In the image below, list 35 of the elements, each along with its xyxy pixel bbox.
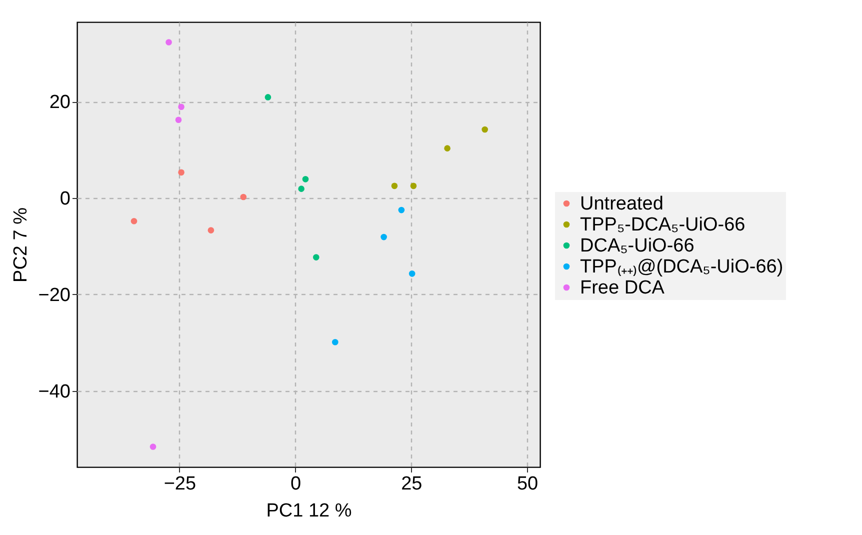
point bbox=[410, 182, 417, 190]
y-tick-label: 20 bbox=[49, 92, 70, 114]
point bbox=[298, 186, 304, 192]
legend-label: Free DCA bbox=[580, 278, 665, 298]
y-tick-label: −20 bbox=[38, 284, 70, 306]
x-tick-label: 50 bbox=[516, 474, 538, 494]
point bbox=[332, 338, 338, 346]
point bbox=[178, 104, 184, 110]
legend-label: TPP₅-DCA₅-UiO-66 bbox=[580, 214, 746, 236]
point bbox=[312, 254, 320, 260]
x-tick-label: −25 bbox=[164, 474, 196, 494]
point bbox=[264, 94, 272, 100]
point bbox=[408, 270, 416, 277]
point bbox=[302, 176, 309, 182]
y-axis-title: PC2 7 % bbox=[10, 207, 32, 282]
legend-label: DCA₅-UiO-66 bbox=[580, 236, 694, 256]
legend-label: Untreated bbox=[580, 194, 664, 214]
x-axis-title: PC1 12 % bbox=[266, 500, 352, 522]
legend-label: TPP₍₊₊₎@(DCA₅-UiO-66) bbox=[580, 256, 784, 278]
point bbox=[166, 39, 172, 46]
point bbox=[444, 145, 450, 152]
x-tick-label: 25 bbox=[401, 474, 422, 494]
y-tick-label: −40 bbox=[38, 381, 70, 402]
point bbox=[482, 126, 488, 133]
point bbox=[150, 444, 156, 450]
point bbox=[391, 182, 398, 190]
point bbox=[175, 116, 182, 124]
point bbox=[130, 218, 138, 224]
y-tick-label: 0 bbox=[60, 188, 70, 210]
point bbox=[380, 234, 387, 240]
point bbox=[178, 169, 184, 176]
point bbox=[398, 206, 405, 214]
point bbox=[240, 194, 247, 200]
x-tick-label: 0 bbox=[290, 474, 302, 494]
point bbox=[208, 227, 214, 234]
